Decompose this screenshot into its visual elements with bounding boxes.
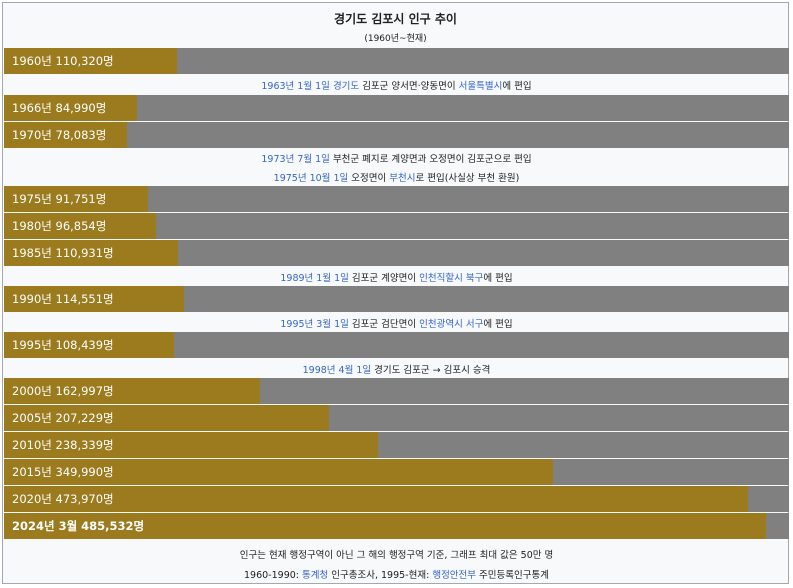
annotation-text: 김포군 양서면·양동면이: [359, 81, 459, 92]
bar-row: 1980년 96,854명: [4, 213, 789, 239]
annotation: 1995년 3월 1일 김포군 검단면이 인천광역시 서구에 편입: [4, 316, 789, 330]
bar-row: 1966년 84,990명: [4, 95, 789, 121]
bar-label: 2020년 473,970명: [12, 492, 114, 506]
population-bar: [4, 122, 127, 148]
bar-label: 2015년 349,990명: [12, 465, 114, 479]
population-bar: [4, 459, 554, 485]
annotation-link[interactable]: 서울특별시: [458, 81, 503, 92]
bar-label: 2024년 3월 485,532명: [12, 519, 145, 533]
footnote-text: 1960-1990:: [244, 570, 303, 581]
bar-row: 2015년 349,990명: [4, 459, 789, 485]
annotation-link[interactable]: 1998년 4월 1일: [302, 365, 372, 376]
chart-footnote: 인구는 현재 행정구역이 아닌 그 해의 행정구역 기준, 그래프 최대 값은 …: [4, 547, 789, 561]
population-bar: [4, 486, 749, 512]
population-bar: [4, 48, 178, 74]
bar-row: 1960년 110,320명: [4, 48, 789, 74]
bar-label: 2005년 207,229명: [12, 411, 114, 425]
annotation-text: 에 편입: [483, 273, 513, 284]
bar-label: 1960년 110,320명: [12, 54, 114, 68]
population-bar: [4, 513, 767, 539]
annotation: 1975년 10월 1일 오정면이 부천시로 편입(사실상 부천 환원): [4, 170, 789, 184]
annotation-text: 오정면이: [348, 173, 390, 184]
bar-label: 1990년 114,551명: [12, 292, 114, 306]
annotation-link[interactable]: 1975년 10월 1일: [273, 173, 349, 184]
bar-row: 2005년 207,229명: [4, 405, 789, 431]
population-bar: [4, 95, 138, 121]
bar-label: 2010년 238,339명: [12, 438, 114, 452]
bar-label: 1966년 84,990명: [12, 101, 107, 115]
annotation-link[interactable]: 인천광역시 서구: [419, 319, 484, 330]
bar-row: 1975년 91,751명: [4, 186, 789, 212]
population-bar: [4, 405, 330, 431]
annotation-text: 에 편입: [483, 319, 513, 330]
annotation: 1973년 7월 1일 부천군 폐지로 계양면과 오정면이 김포군으로 편입: [4, 151, 789, 165]
population-bar: [4, 432, 379, 458]
bar-row: 1970년 78,083명: [4, 122, 789, 148]
bar-label: 1980년 96,854명: [12, 219, 107, 233]
population-bar: [4, 240, 179, 266]
annotation: 1989년 1월 1일 김포군 계양면이 인천직할시 북구에 편입: [4, 270, 789, 284]
bar-label: 1970년 78,083명: [12, 128, 107, 142]
annotation-link[interactable]: 인천직할시 북구: [419, 273, 484, 284]
bar-label: 1985년 110,931명: [12, 246, 114, 260]
annotation-text: 로 편입(사실상 부천 환원): [415, 173, 520, 184]
bar-label: 1995년 108,439명: [12, 338, 114, 352]
chart-subtitle: (1960년~현재): [364, 34, 427, 44]
footnote-text: 주민등록인구통계: [476, 570, 549, 581]
bar-row: 2024년 3월 485,532명: [4, 513, 789, 539]
chart-title: 경기도 김포시 인구 추이: [334, 12, 457, 26]
bar-row: 2000년 162,997명: [4, 378, 789, 404]
bar-row: 1990년 114,551명: [4, 286, 789, 312]
footnote-link[interactable]: 행정안전부: [432, 570, 477, 581]
annotation-link[interactable]: 경기도: [332, 81, 360, 92]
population-bar: [4, 286, 184, 312]
bar-row: 1995년 108,439명: [4, 332, 789, 358]
population-bar: [4, 213, 157, 239]
annotation-text: 김포군 검단면이: [348, 319, 420, 330]
annotation: 1963년 1월 1일 경기도 김포군 양서면·양동면이 서울특별시에 편입: [4, 78, 789, 92]
annotation-text: 김포군 계양면이: [348, 273, 420, 284]
bar-row: 1985년 110,931명: [4, 240, 789, 266]
annotation: 1998년 4월 1일 경기도 김포군 → 김포시 승격: [4, 362, 789, 376]
footnote-text: 인구총조사, 1995-현재:: [328, 570, 433, 581]
annotation-link[interactable]: 1963년 1월 1일: [261, 81, 330, 92]
annotation-link[interactable]: 부천시: [389, 173, 416, 184]
bar-label: 2000년 162,997명: [12, 384, 114, 398]
annotation-link[interactable]: 1995년 3월 1일: [280, 319, 349, 330]
footnote-link[interactable]: 통계청: [302, 570, 329, 581]
annotation-text: 부천군 폐지로 계양면과 오정면이 김포군으로 편입: [329, 154, 532, 165]
bar-label: 1975년 91,751명: [12, 192, 107, 206]
population-bar: [4, 378, 260, 404]
annotation-link[interactable]: 1989년 1월 1일: [280, 273, 349, 284]
footnote-text: 인구는 현재 행정구역이 아닌 그 해의 행정구역 기준, 그래프 최대 값은 …: [239, 550, 554, 561]
annotation-link[interactable]: 1973년 7월 1일: [261, 154, 330, 165]
annotation-text: 에 편입: [502, 81, 532, 92]
chart-footnote: 1960-1990: 통계청 인구총조사, 1995-현재: 행정안전부 주민등…: [4, 567, 789, 581]
population-bar: [4, 332, 175, 358]
bar-row: 2020년 473,970명: [4, 486, 789, 512]
annotation-text: 경기도 김포군 → 김포시 승격: [371, 365, 491, 376]
bar-row: 2010년 238,339명: [4, 432, 789, 458]
population-bar: [4, 186, 149, 212]
